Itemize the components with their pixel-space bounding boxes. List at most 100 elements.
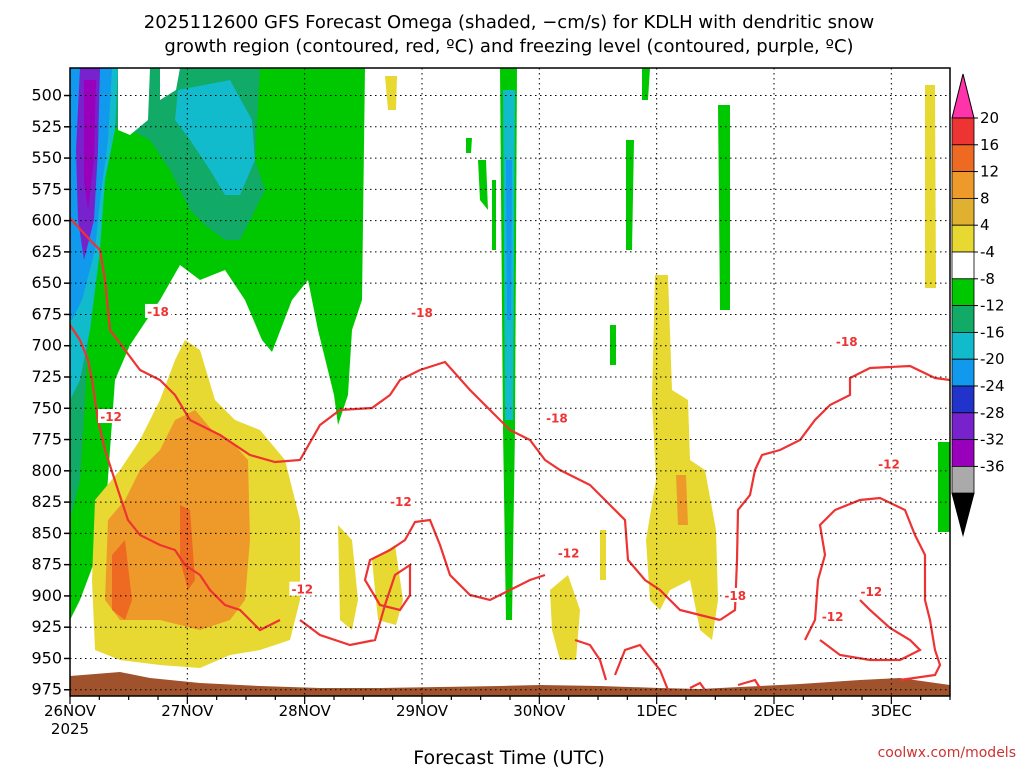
credit-text: coolwx.com/models	[878, 745, 1016, 761]
contour-line-3	[299, 518, 546, 647]
y-tick-label: 550	[31, 148, 62, 167]
omega-shade-orange-1	[105, 410, 250, 630]
colorbar-segment	[951, 251, 975, 280]
omega-green-streak-2	[492, 180, 496, 250]
y-tick-label: 775	[31, 430, 62, 449]
omega-shade-blue-band	[506, 160, 512, 320]
y-tick-label: 700	[31, 336, 62, 355]
contour-line-7	[804, 496, 942, 682]
x-tick-label: 28NOV	[279, 702, 332, 720]
colorbar-label: 12	[980, 163, 999, 181]
y-tick-label: 600	[31, 211, 62, 230]
contour-label: -18	[836, 335, 858, 349]
x-tick-label: 2DEC	[753, 702, 794, 720]
y-tick-label: 950	[31, 648, 62, 667]
colorbar-label: 16	[980, 136, 999, 154]
contour-labels: -18 -18 -18 -18 -18 -12 -12 -12 -12 -12 -12 -12	[98, 303, 902, 624]
x-tick-label: 30NOV	[513, 702, 566, 720]
omega-white-gap	[118, 68, 180, 135]
colorbar-segment	[951, 224, 975, 253]
contour-line-4	[574, 638, 608, 681]
y-tick-label: 825	[31, 492, 62, 511]
omega-shade-orange-4	[676, 475, 688, 525]
colorbar-label: -12	[980, 297, 1005, 315]
colorbar-segment	[951, 171, 975, 199]
grid-lines	[70, 68, 950, 696]
contour-label-bg	[387, 494, 414, 509]
colorbar-label: -16	[980, 323, 1005, 341]
y-tick-label: 875	[31, 555, 62, 574]
contour-label: -18	[411, 306, 433, 320]
chart-title-line-2: growth region (contoured, red, ºC) and f…	[164, 36, 853, 57]
omega-green-streak-8	[466, 138, 472, 153]
contour-line-10	[689, 681, 706, 691]
contour-label-bg	[858, 584, 885, 599]
y-tick-label: 750	[31, 398, 62, 417]
x-axis-label: Forecast Time (UTC)	[413, 747, 604, 768]
omega-shade-yellow-7	[385, 76, 397, 110]
colorbar: 20 16 12 8 4 -4 -8 -12 -16 -20 -24 -28 -32 -36	[951, 73, 1005, 538]
y-tick-label: 625	[31, 242, 62, 261]
omega-shade-orange-2	[112, 540, 132, 620]
omega-green-streak-1	[478, 160, 488, 210]
y-tick-label: 575	[31, 179, 62, 198]
contour-line-8	[819, 599, 922, 662]
colorbar-segment	[951, 358, 975, 387]
contour-label: -18	[546, 411, 568, 425]
contour-label-bg	[555, 545, 582, 560]
omega-shade-yellow-6	[925, 85, 936, 288]
colorbar-segment	[951, 331, 975, 360]
y-tick-label: 725	[31, 367, 62, 386]
x-tick-label: 3DEC	[871, 702, 912, 720]
colorbar-label: 4	[980, 216, 990, 234]
chart-title-line-1: 2025112600 GFS Forecast Omega (shaded, −…	[144, 12, 874, 33]
contour-line-5	[613, 643, 670, 691]
contour-label-bg	[543, 410, 570, 425]
omega-shade-yellow-4	[550, 575, 580, 660]
y-tick-label: 675	[31, 304, 62, 323]
contour-label-bg	[409, 305, 435, 320]
colorbar-label: 8	[980, 189, 990, 207]
contour-label-bg	[145, 303, 171, 318]
contour-label: -12	[100, 410, 122, 424]
y-tick-label: 850	[31, 523, 62, 542]
colorbar-label: -8	[980, 270, 995, 288]
contour-label: -12	[822, 610, 844, 624]
x-tick-label: 29NOV	[396, 702, 449, 720]
colorbar-segment	[951, 305, 975, 333]
y-tick-label: 925	[31, 617, 62, 636]
y-tick-label: 975	[31, 680, 62, 699]
colorbar-segment	[951, 412, 975, 440]
contour-label: -12	[878, 458, 900, 472]
contour-label: -18	[147, 305, 169, 319]
omega-shade-cyan	[70, 68, 255, 400]
contour-label: -12	[558, 546, 580, 560]
y-axis: 500 525 550 575 600 625 650 675 700 725 750 775 800 8…	[31, 86, 70, 699]
x-tick-label: 27NOV	[161, 702, 214, 720]
x-axis: 26NOV 27NOV 28NOV 29NOV 30NOV 1DEC 2DEC 3DEC 202…	[44, 696, 951, 738]
contour-label: -12	[861, 585, 883, 599]
colorbar-top-arrow	[951, 73, 975, 119]
colorbar-label: -20	[980, 350, 1005, 368]
colorbar-label: -24	[980, 377, 1005, 395]
x-tick-year: 2025	[51, 720, 89, 738]
colorbar-segment	[951, 117, 975, 146]
omega-shade-yellow-8	[600, 530, 606, 580]
colorbar-segment	[951, 278, 975, 306]
colorbar-bottom-arrow	[951, 492, 975, 538]
contour-label-bg	[819, 609, 846, 624]
x-tick-label: 1DEC	[636, 702, 677, 720]
omega-green-streak-5	[718, 105, 730, 310]
colorbar-label: 20	[980, 109, 999, 127]
colorbar-label: -32	[980, 431, 1005, 449]
omega-green-streak-4	[626, 140, 634, 250]
contour-label: -12	[390, 495, 412, 509]
omega-shade-teal	[70, 68, 265, 520]
contour-label-bg	[289, 581, 316, 596]
y-tick-label: 500	[31, 86, 62, 105]
plot-field: -18 -18 -18 -18 -18 -12 -12 -12 -12 -12 -12 -12	[70, 68, 950, 696]
omega-green-streak-6	[610, 325, 616, 365]
x-tick-label: 26NOV	[44, 702, 97, 720]
colorbar-label: -28	[980, 404, 1005, 422]
